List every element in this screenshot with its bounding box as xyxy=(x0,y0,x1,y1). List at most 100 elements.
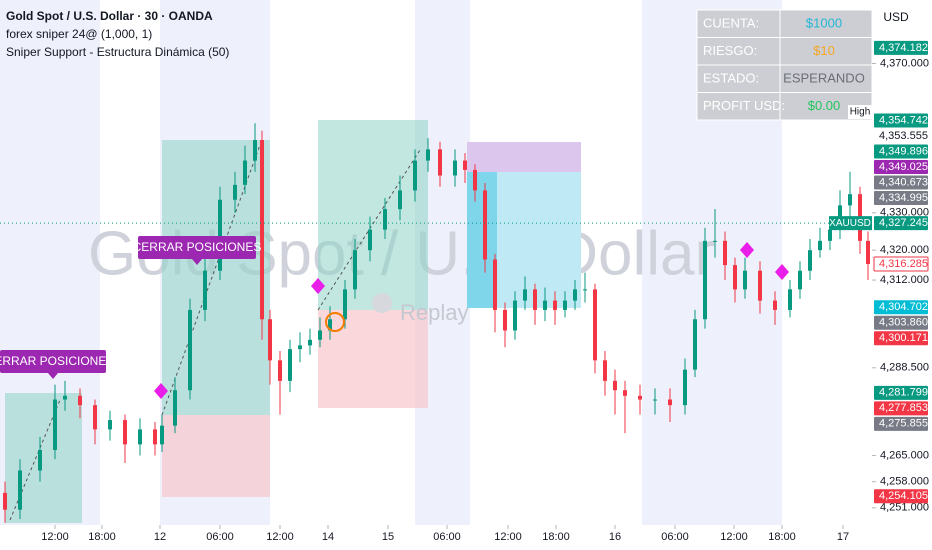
price-label: 4,300.171 xyxy=(879,332,928,344)
candle-body xyxy=(278,360,282,381)
trade-path xyxy=(317,149,421,311)
signal-diamond xyxy=(740,242,754,258)
candle-body xyxy=(638,395,642,400)
price-label-box xyxy=(874,144,928,159)
price-label: 4,304.702 xyxy=(879,301,928,313)
candle-body xyxy=(723,240,727,266)
candle-body xyxy=(493,259,497,310)
candle-body xyxy=(503,309,507,331)
x-tick-label: 12:00 xyxy=(720,531,748,543)
candle-body xyxy=(78,395,82,406)
high-tag xyxy=(848,105,872,119)
replay-text: Replay xyxy=(400,300,468,325)
candle-body xyxy=(773,300,777,310)
candle-body xyxy=(413,160,417,191)
panel-value: $10 xyxy=(813,43,835,58)
symbol-label: XAUUSD xyxy=(829,218,871,229)
x-tick-label: 17 xyxy=(837,531,849,543)
candle-body xyxy=(573,289,577,301)
candle-body xyxy=(683,369,687,406)
candle-body xyxy=(583,289,587,291)
candle-body xyxy=(593,289,597,361)
candle-body xyxy=(733,265,737,290)
price-label: 4,354.742 xyxy=(879,114,928,126)
price-label-box xyxy=(874,300,928,315)
chart-title: Gold Spot / U.S. Dollar · 30 · OANDA xyxy=(6,9,213,23)
candle-body xyxy=(353,250,357,290)
price-label-box xyxy=(874,401,928,416)
price-label-box xyxy=(874,315,928,330)
price-label: 4,340.673 xyxy=(879,176,928,188)
candle-body xyxy=(758,270,762,301)
candle-body xyxy=(426,149,430,161)
annotation: CERRAR POSICIONES xyxy=(133,240,262,254)
price-label-box xyxy=(874,416,928,431)
panel-row xyxy=(696,64,873,93)
y-tick-label: 4,330.000 xyxy=(880,207,929,219)
annotation-box xyxy=(0,350,106,373)
target-zone xyxy=(467,142,581,172)
candle-body xyxy=(268,319,272,361)
candle-body xyxy=(866,240,870,264)
panel-row xyxy=(696,92,873,121)
candle-body xyxy=(533,289,537,310)
candle-body xyxy=(188,309,192,391)
sl-zone xyxy=(318,310,428,408)
candle-body xyxy=(18,470,22,510)
panel-key: CUENTA: xyxy=(703,15,759,30)
candle-body xyxy=(243,160,247,185)
candle-body xyxy=(603,360,607,381)
candle-body xyxy=(713,240,717,242)
candle-body xyxy=(483,190,487,260)
candle-body xyxy=(743,270,747,290)
y-tick-label: 4,312.000 xyxy=(880,274,929,286)
candle-body xyxy=(613,380,617,391)
price-axis xyxy=(872,0,932,550)
candle-body xyxy=(203,270,207,310)
sl-zone xyxy=(162,415,270,497)
indicator: forex sniper 24@ (1,000, 1) xyxy=(6,27,152,41)
candle-body xyxy=(308,339,312,346)
candle-body xyxy=(788,289,792,310)
price-label-box xyxy=(874,331,928,346)
price-label-box xyxy=(874,216,928,231)
panel-value: $1000 xyxy=(806,15,842,30)
signal-diamond xyxy=(154,383,168,399)
x-tick-label: 15 xyxy=(382,531,394,543)
price-label: 4,349.025 xyxy=(879,161,928,173)
price-label-box xyxy=(874,489,928,504)
candle-body xyxy=(328,319,332,331)
candle-body xyxy=(218,199,222,271)
price-label-box xyxy=(874,128,928,143)
high-label: High xyxy=(850,107,871,118)
tp-zone xyxy=(318,120,428,310)
x-tick-label: 18:00 xyxy=(542,531,570,543)
price-label: 4,334.995 xyxy=(879,192,928,204)
candle-body xyxy=(233,184,237,200)
price-label: 4,277.853 xyxy=(879,402,928,414)
candle-body xyxy=(38,449,42,471)
candle-body xyxy=(3,492,7,510)
tp-zone xyxy=(162,140,270,415)
panel-value: ESPERANDO xyxy=(783,70,865,85)
entry-zone xyxy=(467,172,497,308)
x-tick-label: 16 xyxy=(609,531,621,543)
axis-labels: 4,370.000 4,330.000 4,320.000 4,312.000 4,28… xyxy=(41,40,929,543)
panel-value: $0.00 xyxy=(808,98,841,113)
price-label: 4,353.555 xyxy=(879,130,928,142)
candle-body xyxy=(343,289,347,320)
trade-path xyxy=(9,399,61,521)
signal-diamond xyxy=(775,264,789,280)
candle-body xyxy=(463,160,467,170)
signal-diamond xyxy=(311,278,325,294)
candle-body xyxy=(553,300,557,310)
x-tick-label: 06:00 xyxy=(433,531,461,543)
panel-key: PROFIT USD: xyxy=(703,98,785,113)
price-label: 4,374.182 xyxy=(879,42,928,54)
price-label: 4,275.855 xyxy=(879,418,928,430)
candle-body xyxy=(693,319,697,370)
candle-body xyxy=(453,160,457,176)
candle-body xyxy=(828,229,832,241)
